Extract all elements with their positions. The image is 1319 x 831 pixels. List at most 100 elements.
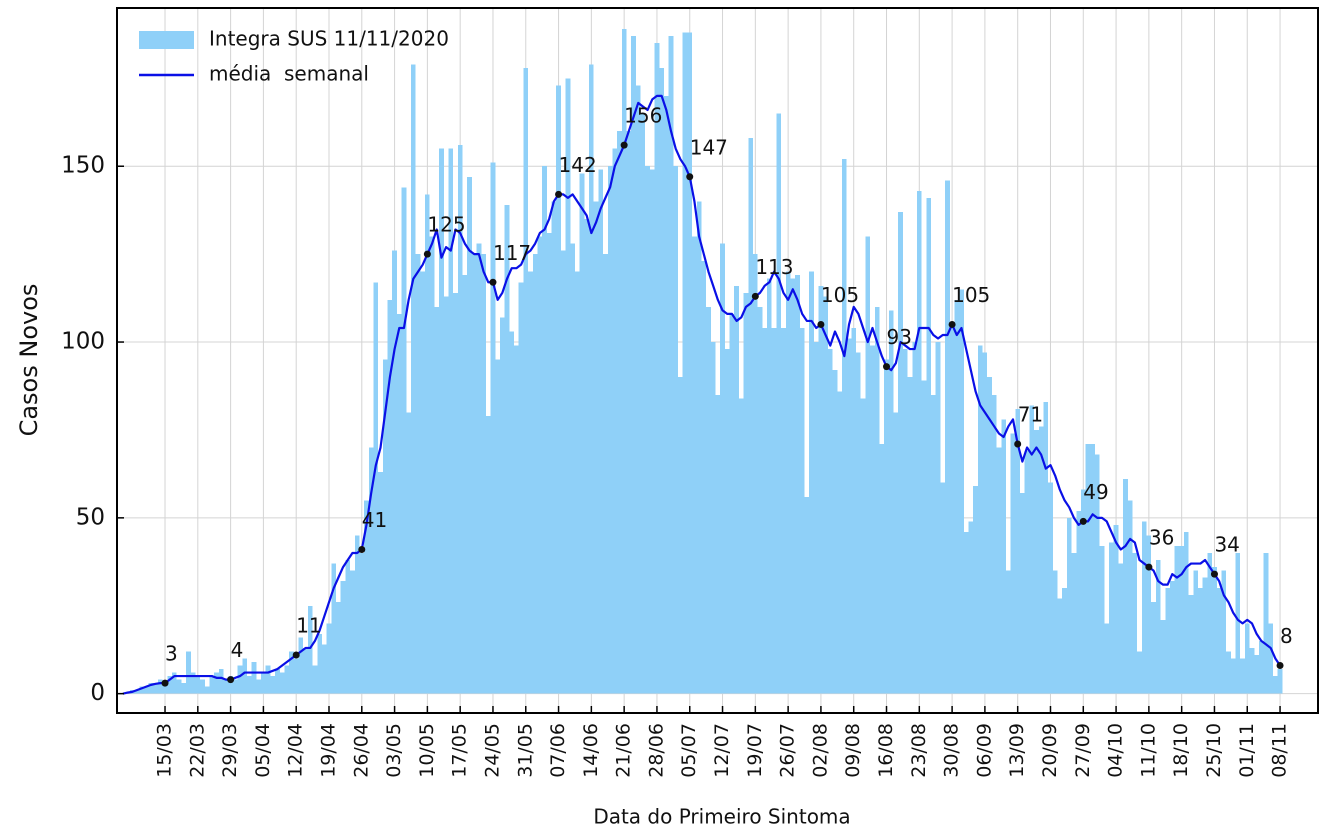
bar xyxy=(364,500,369,694)
bar xyxy=(546,233,552,694)
bar xyxy=(560,250,566,694)
x-axis-label: Data do Primeiro Sintoma xyxy=(593,805,850,829)
bar xyxy=(471,254,477,694)
bar xyxy=(1151,602,1156,694)
point-label: 105 xyxy=(821,283,859,307)
bar xyxy=(1141,521,1147,694)
bar xyxy=(518,282,524,694)
bar xyxy=(1235,553,1241,694)
marker xyxy=(161,679,169,687)
bar xyxy=(532,254,538,694)
bar xyxy=(1015,408,1021,694)
bar xyxy=(607,166,613,694)
x-tick-label: 16/08 xyxy=(875,723,897,778)
x-tick-label: 13/09 xyxy=(1006,723,1028,778)
bar xyxy=(1038,426,1044,694)
bar xyxy=(528,271,533,694)
x-tick-label: 31/05 xyxy=(514,723,536,778)
bar xyxy=(687,32,693,694)
x-tick-label: 17/05 xyxy=(449,723,471,778)
x-tick-label: 25/10 xyxy=(1203,723,1225,778)
bar xyxy=(640,113,646,694)
bar xyxy=(1020,493,1025,694)
bar xyxy=(139,686,144,694)
bar xyxy=(509,331,515,694)
x-tick-label: 12/04 xyxy=(285,723,307,778)
bar xyxy=(396,313,402,694)
bar xyxy=(1198,588,1203,694)
bar xyxy=(467,176,472,694)
bar xyxy=(963,531,969,694)
bar xyxy=(1066,517,1072,694)
bar xyxy=(214,672,219,694)
bar xyxy=(776,113,782,694)
point-label: 147 xyxy=(690,135,728,159)
bar xyxy=(860,398,866,694)
bar xyxy=(589,64,594,694)
bar xyxy=(738,398,744,694)
bar xyxy=(935,342,941,694)
marker xyxy=(489,278,497,286)
bar xyxy=(223,679,229,694)
legend-label: média semanal xyxy=(209,62,369,86)
bar xyxy=(1165,588,1170,694)
bar xyxy=(973,486,978,694)
bar xyxy=(813,342,819,694)
bar xyxy=(865,236,871,694)
x-tick-label: 28/06 xyxy=(645,723,667,778)
x-tick-label: 27/09 xyxy=(1072,723,1094,778)
y-tick-label: 150 xyxy=(61,153,105,179)
bar xyxy=(706,306,711,694)
bar xyxy=(977,345,983,694)
bar xyxy=(312,665,318,694)
bar xyxy=(748,138,753,694)
bar xyxy=(949,327,955,694)
bar xyxy=(1024,451,1030,694)
point-label: 49 xyxy=(1083,480,1108,504)
bar xyxy=(884,359,889,694)
bar xyxy=(429,236,435,694)
bar xyxy=(204,686,210,694)
x-tick-label: 15/03 xyxy=(154,723,176,778)
bar xyxy=(270,676,276,694)
bar xyxy=(218,669,224,694)
marker xyxy=(1210,570,1218,578)
bar xyxy=(888,310,894,694)
marker xyxy=(1145,563,1153,571)
y-axis-label: Casos Novos xyxy=(15,284,43,437)
bar xyxy=(1193,570,1199,694)
bar xyxy=(682,32,688,694)
bar xyxy=(1160,619,1166,694)
marker xyxy=(948,320,956,328)
point-label: 11 xyxy=(296,613,321,637)
bar xyxy=(1263,553,1269,694)
bar xyxy=(1146,535,1152,694)
point-label: 142 xyxy=(559,153,597,177)
bar xyxy=(715,394,721,694)
bar xyxy=(415,254,421,694)
bar xyxy=(172,672,177,694)
bar xyxy=(237,665,243,694)
y-tick-label: 50 xyxy=(76,504,105,530)
bar xyxy=(293,658,299,694)
bar xyxy=(190,672,196,694)
bar xyxy=(804,496,810,694)
bar xyxy=(570,243,575,694)
bar xyxy=(425,194,430,694)
bar xyxy=(261,672,266,694)
x-tick-label: 19/04 xyxy=(317,723,339,778)
bar xyxy=(809,271,814,694)
x-tick-label: 20/09 xyxy=(1039,723,1061,778)
bar xyxy=(785,271,791,694)
bar xyxy=(1127,500,1133,694)
bar xyxy=(462,275,468,694)
bar xyxy=(537,236,543,694)
bar xyxy=(593,201,599,694)
bar xyxy=(879,444,885,694)
bar xyxy=(307,605,313,694)
bar xyxy=(635,85,641,694)
marker xyxy=(292,651,300,659)
bar xyxy=(1071,553,1077,694)
x-tick-label: 01/11 xyxy=(1236,723,1258,778)
x-tick-label: 08/11 xyxy=(1269,723,1291,778)
